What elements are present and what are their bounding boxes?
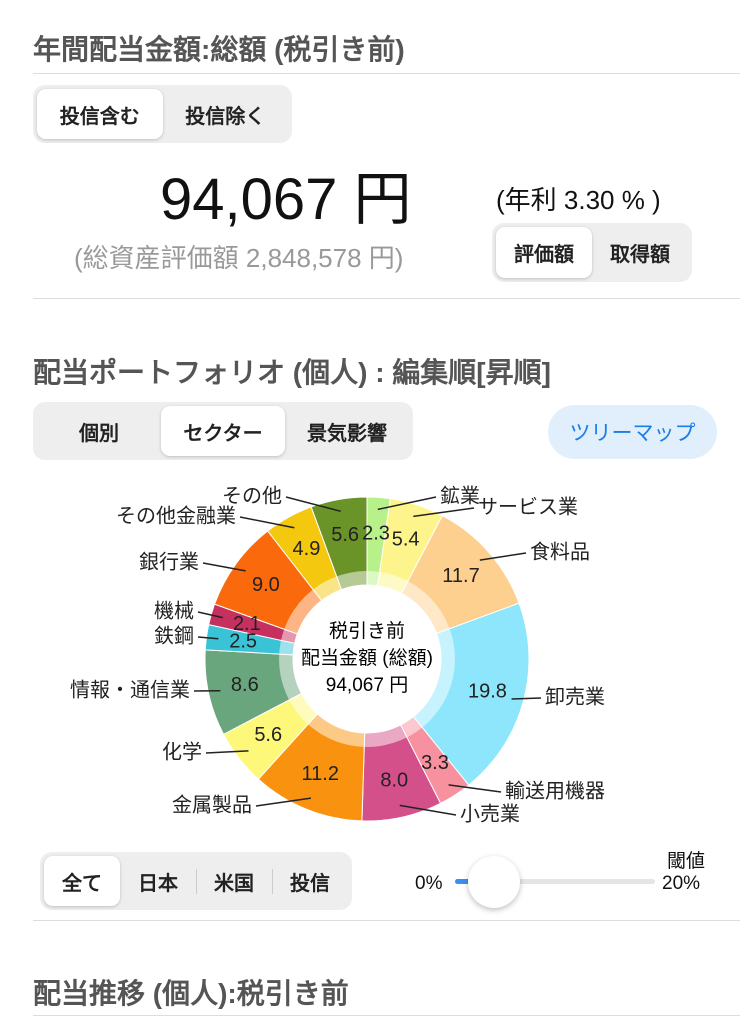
segment-option[interactable]: セクター (161, 406, 285, 456)
category-label: その他金融業 (116, 504, 236, 527)
leader-line (255, 797, 312, 807)
segment-option[interactable]: 取得額 (610, 244, 670, 266)
value-label: 9.0 (252, 574, 280, 596)
category-label: 機械 (154, 599, 194, 622)
leader-line (285, 496, 341, 513)
segment-option[interactable]: 日本 (138, 872, 178, 895)
value-label: 2.3 (362, 523, 390, 545)
slider-knob[interactable] (468, 856, 520, 908)
value-label: 5.4 (392, 528, 420, 550)
category-label: 輸送用機器 (505, 779, 605, 802)
category-label: 卸売業 (545, 685, 605, 708)
slider-min: 0% (415, 873, 443, 894)
value-label: 19.8 (468, 681, 507, 703)
segmented-control: 投信含む 投信除く (33, 85, 292, 143)
category-label: 鉄鋼 (154, 624, 194, 647)
category-label: サービス業 (478, 495, 578, 518)
yield: (年利 3.30 % ) (496, 185, 661, 215)
segmented-control: 評価額 取得額 (492, 223, 692, 282)
segmented-control: 全て 日本 米国 投信 (40, 852, 352, 910)
category-label: 食料品 (530, 540, 590, 563)
value-label: 5.6 (331, 524, 359, 546)
center-text: 94,067 円 (326, 675, 408, 696)
slider-track (455, 879, 655, 884)
treemap-button[interactable]: ツリーマップ (548, 405, 717, 459)
leader-line (377, 496, 437, 511)
center-text: 税引き前 (329, 620, 405, 642)
section-title: 配当ポートフォリオ (個人) : 編集順[昇順] (33, 357, 551, 388)
slider-max: 20% (662, 873, 701, 894)
value-label: 8.6 (231, 674, 259, 696)
segment-option[interactable]: 個別 (79, 422, 119, 445)
category-label: 小売業 (460, 802, 520, 825)
leader-line (197, 611, 223, 619)
category-label: その他 (222, 484, 282, 507)
slider-label: 閾値 (667, 851, 706, 872)
section-title: 年間配当金額:総額 (税引き前) (33, 34, 405, 65)
leader-line (413, 507, 475, 518)
value-label: 11.2 (302, 763, 339, 785)
divider (33, 298, 740, 299)
inner-hole (293, 585, 441, 733)
segment-option[interactable]: 評価額 (496, 227, 592, 278)
value-label: 8.0 (380, 769, 408, 791)
leader-line (197, 636, 219, 640)
category-label: 情報・通信業 (70, 678, 190, 701)
segment-option[interactable]: 投信 (272, 856, 348, 906)
leader-line (202, 562, 246, 572)
category-label: 化学 (162, 740, 202, 763)
segment-option[interactable]: 投信含む (37, 89, 163, 139)
divider (33, 920, 740, 921)
segment-option[interactable]: 全て (44, 856, 120, 906)
value-label: 4.9 (293, 538, 321, 560)
divider (33, 1015, 740, 1016)
leader-line (511, 697, 542, 700)
donut-chart: 2.3 鉱業 5.4 サービス業 11.7 食料品 19.8 卸売業 3.3 輸送用機器 8.0 小売… (70, 484, 605, 825)
value-label: 5.6 (254, 724, 282, 746)
segment-option[interactable]: 米国 (196, 856, 272, 906)
leader-line (239, 516, 295, 529)
category-label: 金属製品 (172, 793, 252, 816)
value-label: 11.7 (442, 565, 479, 587)
value-label: 2.5 (229, 630, 257, 652)
leader-line (448, 784, 502, 793)
segment-option[interactable]: 景気影響 (307, 422, 387, 445)
dividend-amount: 94,067 円 (160, 167, 412, 232)
section-title: 配当推移 (個人):税引き前 (33, 978, 349, 1009)
leader-line (479, 552, 527, 561)
divider (33, 73, 740, 74)
category-label: 鉱業 (440, 484, 480, 507)
leader-line (205, 750, 249, 754)
segment-option[interactable]: 投信除く (185, 105, 266, 128)
center-text: 配当金額 (総額) (301, 647, 433, 669)
category-label: 銀行業 (139, 550, 199, 573)
value-label: 3.3 (421, 752, 449, 774)
total-assets: (総資産評価額 2,848,578 円) (74, 243, 404, 273)
segmented-control: 個別 セクター 景気影響 (33, 402, 413, 460)
leader-line (399, 804, 457, 816)
value-label: 2.1 (233, 613, 261, 635)
slider-fill (455, 879, 470, 884)
